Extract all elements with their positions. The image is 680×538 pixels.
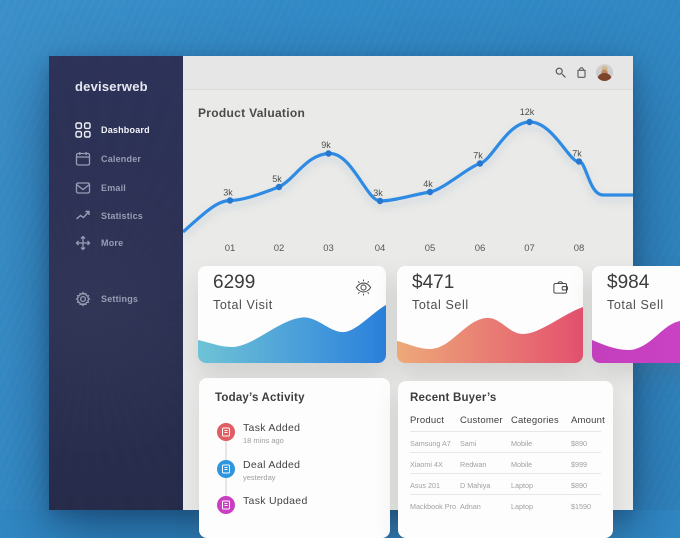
- svg-text:7k: 7k: [473, 151, 483, 161]
- svg-text:08: 08: [574, 243, 585, 254]
- svg-text:05: 05: [425, 243, 436, 254]
- svg-text:02: 02: [274, 243, 285, 254]
- svg-text:06: 06: [475, 243, 486, 254]
- svg-text:04: 04: [375, 243, 386, 254]
- svg-text:7k: 7k: [572, 149, 582, 159]
- svg-text:5k: 5k: [272, 174, 282, 184]
- svg-text:9k: 9k: [321, 140, 331, 150]
- svg-text:01: 01: [225, 243, 236, 254]
- svg-text:07: 07: [524, 243, 535, 254]
- svg-text:4k: 4k: [423, 179, 433, 189]
- svg-text:12k: 12k: [520, 107, 535, 117]
- svg-text:03: 03: [323, 243, 334, 254]
- svg-text:3k: 3k: [373, 188, 383, 198]
- svg-text:3k: 3k: [223, 188, 233, 198]
